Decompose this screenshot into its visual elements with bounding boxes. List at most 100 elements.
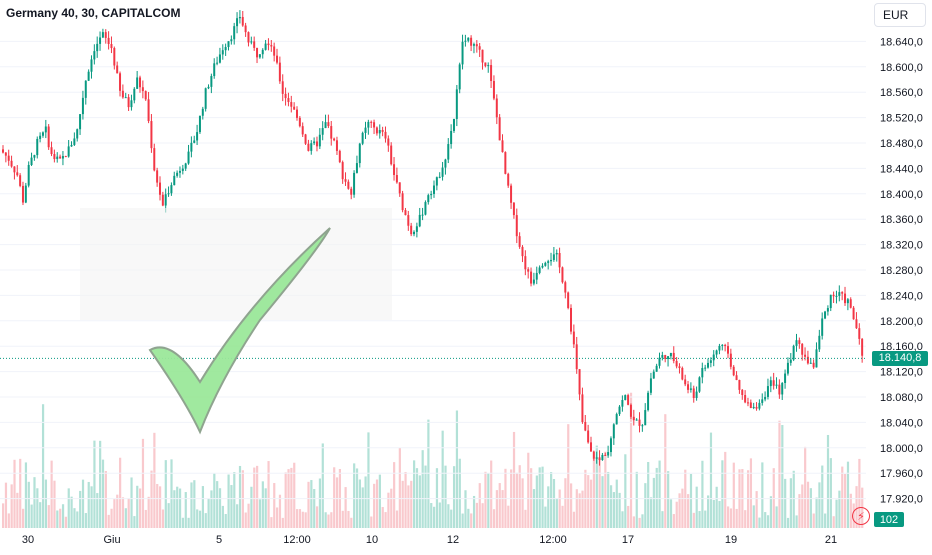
candle-body [56,156,59,160]
volume-bar [424,465,427,528]
candle-body [609,438,612,453]
candle-body [70,144,73,147]
candle-body [375,127,378,134]
candle-body [350,188,353,195]
candle-body [629,404,632,417]
volume-bar [307,481,310,528]
candle-body [290,102,293,107]
volume-bar [744,510,747,528]
volume-bar [213,473,216,528]
volume-bar [467,508,470,528]
volume-bars [2,392,864,528]
candle-body [27,164,30,186]
candle-body [398,182,401,194]
candle-body [678,366,681,368]
volume-bar [704,510,707,528]
time-axis[interactable]: 30 Giu 5 12:00 10 12 12:00 17 19 21 [22,534,837,546]
volume-bar [373,483,376,528]
volume-bar [721,460,724,528]
candle-body [447,144,450,160]
candle-body [21,185,24,203]
candle-body [438,176,441,178]
candle-body [589,442,592,452]
candle-body [427,195,430,203]
candle-body [512,202,515,216]
volume-bar [253,467,256,528]
x-tick-label: 17 [622,534,634,546]
volume-bar [612,492,616,528]
volume-bar [832,516,835,528]
x-tick-label: 12:00 [539,534,567,546]
candle-body [749,402,752,409]
volume-bar [53,480,56,528]
volume-bar [732,462,735,528]
candle-body [270,45,273,47]
candle-body [444,159,447,168]
candle-body [755,406,758,409]
volume-bar [806,481,810,528]
candle-body [572,331,575,345]
volume-bar [2,503,5,528]
candle-body [578,369,581,395]
candle-body [210,76,213,87]
volume-bar [421,450,424,528]
candle-body [247,32,250,43]
volume-bar [841,466,844,528]
candle-body [364,127,367,133]
volume-bar [315,506,319,528]
candle-body [355,163,358,173]
candle-body [236,18,239,27]
candle-body [521,246,524,257]
candle-body [187,151,190,164]
volume-bar [56,510,59,528]
candle-body [467,37,470,41]
candle-body [16,172,19,176]
volume-bar [681,488,684,528]
candle-body [39,135,42,139]
candle-body [404,210,407,216]
candle-body [492,80,495,99]
volume-bar [276,507,279,528]
volume-bar [835,499,838,528]
candle-body [198,115,201,133]
volume-bar [455,410,459,528]
volume-bar [564,478,567,528]
volume-bar [313,489,316,528]
y-tick-label: 18.360,0 [880,214,923,226]
y-tick-label: 18.440,0 [880,163,923,175]
volume-bar [393,462,396,528]
candle-body [361,132,364,144]
candle-body [307,143,310,151]
volume-bar [555,498,558,528]
candle-body [227,41,230,48]
candle-body [532,279,535,284]
candle-body [581,394,584,422]
volume-bar [838,490,841,528]
price-axis[interactable]: 18.640,0 18.600,0 18.560,0 18.520,0 18.480,0… [866,0,932,550]
volume-bar [121,497,125,528]
lightning-icon[interactable]: ⚡ [852,507,870,525]
candle-body [410,225,413,235]
candle-body [481,49,484,63]
volume-bar [538,467,541,528]
candle-body [99,37,102,44]
candle-body [315,141,318,147]
volume-bar [150,470,153,528]
candle-body [116,65,119,74]
candle-body [430,193,433,196]
candle-body [795,340,798,346]
volume-bar [184,492,187,528]
last-price-label: 18.140,8 [872,350,928,366]
volume-bar [59,508,62,528]
volume-bar [715,486,718,528]
candle-body [170,185,173,194]
volume-bar [158,486,162,528]
y-tick-label: 18.480,0 [880,138,923,150]
candle-body [635,419,638,421]
volume-bar [298,509,302,528]
volume-bar [207,498,210,528]
currency-button[interactable]: EUR [874,3,926,27]
volume-bar [447,504,450,528]
